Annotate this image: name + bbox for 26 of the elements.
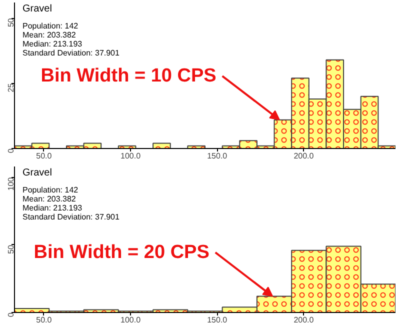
x-tick-label: 200.0: [294, 316, 314, 324]
y-tick-label: 50: [6, 18, 16, 28]
x-tick-label: 150.0: [207, 316, 228, 324]
annotation: Population: 142: [22, 186, 79, 194]
chart-title: Gravel: [22, 4, 52, 14]
x-tick-label: 100.0: [120, 152, 142, 160]
annotation: Population: 142: [22, 22, 79, 30]
y-tick-label: 100: [6, 176, 16, 191]
annotation: Median: 213.193: [22, 204, 83, 212]
annotation: Bin Width = 20 CPS: [34, 242, 210, 263]
x-tick-label: 100.0: [120, 316, 142, 324]
x-tick-label: 200.0: [294, 152, 314, 160]
x-tick-label: 50.0: [36, 316, 52, 324]
x-tick-label: 50.0: [36, 152, 52, 160]
annotation: Standard Deviation: 37.901: [22, 212, 120, 222]
y-tick-label: 0: [6, 312, 16, 317]
annotation: Mean: 203.382: [22, 30, 76, 40]
chart-title: Gravel: [22, 168, 52, 178]
annotation: Bin Width = 10 CPS: [40, 66, 216, 87]
y-tick-label: 0: [6, 148, 16, 153]
annotation: Standard Deviation: 37.901: [22, 48, 120, 58]
annotation: Mean: 203.382: [22, 194, 76, 204]
y-tick-label: 25: [6, 82, 16, 92]
x-tick-label: 150.0: [207, 152, 228, 160]
y-tick-label: 50: [6, 244, 16, 254]
annotation: Median: 213.193: [22, 40, 83, 48]
